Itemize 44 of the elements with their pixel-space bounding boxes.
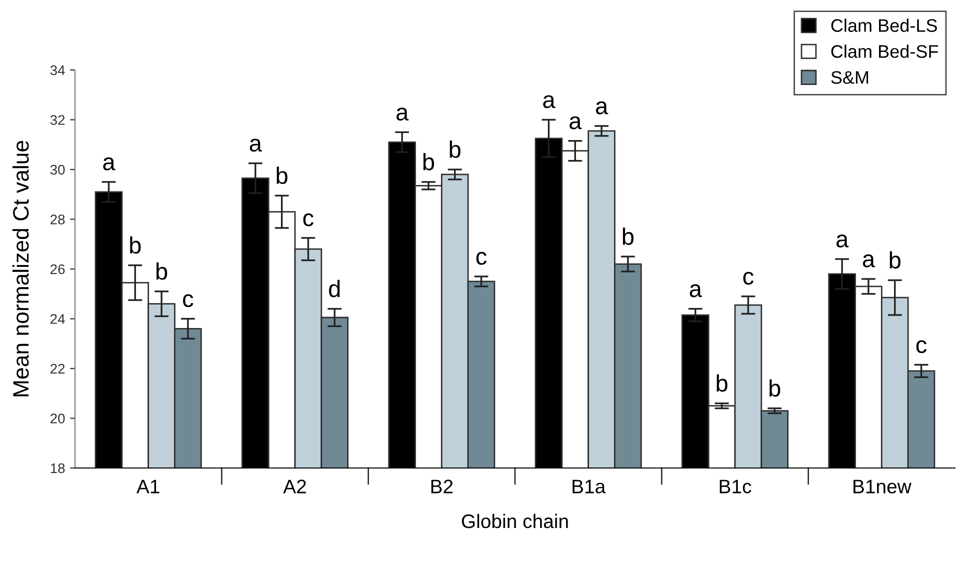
y-tick-label: 28 [50, 214, 65, 224]
annotation: c [303, 213, 314, 226]
annotation: d [329, 280, 340, 298]
y-axis-title: Mean normalized Ct value [12, 140, 29, 396]
y-tick-label: 18 [50, 463, 65, 474]
y-tick-label: 22 [50, 364, 65, 374]
annotation: b [423, 152, 434, 170]
x-tick-label: A2 [283, 480, 306, 494]
annotation: b [890, 251, 900, 269]
annotation: c [476, 252, 487, 265]
annotation: a [862, 254, 876, 268]
legend-label: Clam Bed-SF [831, 44, 938, 58]
annotation: b [622, 228, 634, 245]
annotation: a [596, 101, 608, 114]
legend-label: Clam Bed-LS [831, 18, 937, 32]
y-tick-label: 24 [50, 314, 65, 324]
annotation: a [690, 284, 702, 298]
annotation: a [396, 108, 409, 121]
annotation: a [836, 234, 849, 248]
annotation: a [250, 138, 262, 152]
legend-label: S&M [831, 71, 868, 84]
y-tick-label: 32 [50, 115, 65, 125]
annotation: a [570, 116, 582, 130]
x-tick-label: B1new [854, 480, 912, 494]
annotation: a [543, 95, 556, 108]
y-tick-label: 30 [50, 164, 65, 175]
annotation: b [130, 236, 141, 254]
annotation: b [450, 140, 460, 158]
x-tick-label: B1c [720, 480, 752, 494]
y-tick-label: 26 [50, 264, 65, 274]
annotation: c [183, 294, 194, 308]
annotation: b [716, 374, 728, 392]
x-tick-label: A1 [136, 480, 160, 494]
annotation: b [276, 166, 288, 184]
x-tick-label: B2 [431, 480, 453, 494]
annotation: b [156, 262, 168, 280]
y-tick-label: 20 [50, 414, 65, 424]
x-tick-label: B1a [572, 480, 606, 494]
annotation: b [770, 379, 780, 397]
x-axis-title: Globin chain [462, 514, 568, 528]
annotation: c [916, 340, 927, 354]
annotation: c [743, 272, 754, 285]
y-tick-label: 34 [50, 65, 65, 76]
annotation: a [103, 157, 116, 170]
